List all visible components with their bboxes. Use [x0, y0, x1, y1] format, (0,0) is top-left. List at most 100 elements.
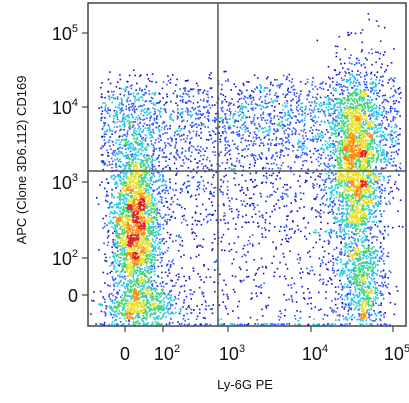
- event-point: [125, 193, 127, 195]
- event-point: [269, 112, 271, 115]
- event-point: [343, 230, 346, 232]
- event-point: [286, 123, 289, 126]
- event-point: [180, 221, 183, 224]
- event-point: [376, 273, 378, 276]
- event-point: [237, 305, 239, 308]
- event-point: [179, 243, 181, 246]
- event-point: [337, 207, 339, 210]
- event-point: [238, 134, 241, 136]
- event-point: [276, 267, 279, 270]
- event-point: [144, 148, 147, 150]
- event-point: [310, 115, 312, 117]
- event-point: [332, 211, 335, 213]
- event-point: [196, 188, 198, 191]
- event-point: [159, 317, 162, 320]
- event-point: [190, 298, 192, 300]
- event-point: [241, 149, 243, 152]
- event-point: [330, 323, 333, 326]
- event-point: [136, 93, 138, 96]
- event-point: [152, 323, 155, 325]
- event-point: [342, 263, 345, 266]
- event-point: [300, 154, 303, 156]
- event-point: [330, 201, 333, 203]
- event-point: [283, 323, 285, 326]
- event-point: [161, 256, 163, 259]
- event-point: [295, 156, 298, 159]
- event-point: [113, 257, 116, 259]
- event-point: [335, 221, 337, 224]
- event-point: [127, 90, 130, 93]
- event-point: [320, 104, 323, 107]
- event-point: [114, 296, 117, 298]
- event-point: [350, 301, 353, 304]
- event-point: [397, 142, 400, 145]
- event-point: [124, 309, 127, 312]
- event-point: [360, 239, 363, 241]
- event-point: [241, 107, 243, 109]
- event-point: [142, 161, 144, 163]
- event-point: [273, 271, 276, 274]
- event-point: [205, 105, 208, 108]
- event-point: [138, 266, 140, 269]
- event-point: [116, 118, 119, 121]
- event-point: [370, 193, 372, 195]
- event-point: [166, 311, 169, 314]
- event-point: [190, 145, 193, 147]
- event-point: [372, 320, 374, 322]
- event-point: [150, 143, 153, 145]
- event-point: [192, 130, 195, 133]
- event-point: [337, 269, 340, 272]
- event-point: [163, 303, 165, 306]
- event-point: [139, 140, 142, 142]
- event-point: [112, 160, 114, 163]
- event-point: [112, 178, 115, 180]
- event-point: [236, 126, 239, 129]
- event-point: [290, 236, 292, 239]
- event-point: [147, 285, 150, 287]
- event-point: [324, 231, 327, 233]
- event-point: [102, 168, 105, 171]
- event-point: [202, 295, 205, 297]
- event-point: [363, 81, 365, 83]
- event-point: [187, 114, 189, 116]
- event-point: [123, 251, 126, 253]
- event-point: [203, 281, 205, 283]
- event-point: [381, 102, 383, 104]
- event-point: [244, 131, 246, 133]
- event-point: [121, 194, 124, 196]
- event-point: [152, 124, 154, 126]
- event-point: [123, 125, 125, 128]
- event-point: [283, 293, 285, 296]
- event-point: [132, 156, 135, 159]
- event-point: [199, 275, 201, 278]
- event-point: [374, 292, 377, 295]
- event-point: [324, 115, 327, 117]
- event-point: [143, 118, 146, 121]
- event-point: [183, 133, 185, 136]
- event-point: [108, 296, 110, 298]
- event-point: [101, 135, 104, 138]
- event-point: [319, 82, 322, 85]
- event-point: [182, 87, 185, 90]
- event-point: [104, 298, 106, 301]
- event-point: [247, 251, 249, 253]
- event-point: [303, 217, 305, 219]
- event-point: [381, 184, 383, 186]
- event-point: [176, 198, 179, 201]
- event-point: [296, 92, 298, 94]
- event-point: [242, 82, 245, 85]
- event-point: [113, 90, 115, 93]
- event-point: [366, 86, 368, 89]
- event-point: [282, 109, 284, 111]
- event-point: [248, 221, 250, 224]
- event-point: [327, 222, 329, 225]
- event-point: [371, 63, 373, 66]
- event-point: [106, 224, 108, 226]
- event-point: [346, 285, 348, 288]
- event-point: [298, 133, 301, 136]
- event-point: [160, 285, 163, 287]
- event-point: [113, 126, 116, 128]
- event-point: [279, 261, 281, 264]
- event-point: [281, 195, 284, 198]
- event-point: [167, 309, 169, 312]
